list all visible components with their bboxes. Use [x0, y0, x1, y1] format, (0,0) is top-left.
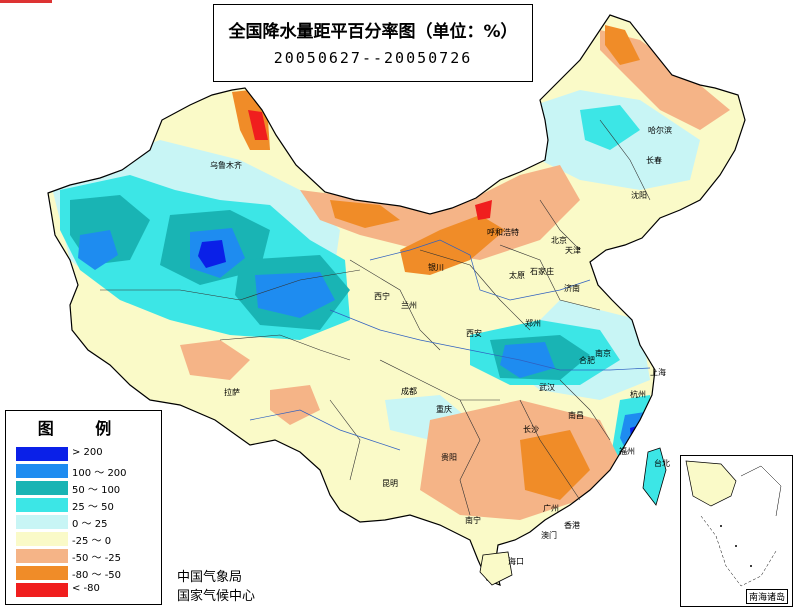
- legend-label: -50 ～ -25: [72, 553, 122, 564]
- city-label: 沈阳: [631, 191, 647, 200]
- legend-swatch: [16, 566, 68, 580]
- hainan-island: [479, 551, 513, 586]
- city-label: 郑州: [525, 319, 541, 328]
- legend-label: 25 ～ 50: [72, 502, 114, 513]
- legend-row: > 200: [16, 447, 156, 464]
- city-label: 贵阳: [441, 453, 457, 462]
- city-label: 澳门: [541, 531, 557, 540]
- legend-row: < -80: [16, 583, 156, 600]
- taiwan-island: [642, 447, 667, 506]
- region-orange-nmg: [330, 200, 400, 228]
- city-label: 太原: [509, 271, 525, 280]
- legend-label: -80 ～ -50: [72, 570, 122, 581]
- rivers: [249, 239, 651, 451]
- city-label: 上海: [650, 368, 666, 377]
- city-label: 长沙: [523, 425, 539, 434]
- legend-label: -25 ～ 0: [72, 536, 112, 547]
- legend-swatch: [16, 464, 68, 478]
- city-label: 哈尔滨: [648, 126, 672, 135]
- city-label: 北京: [551, 236, 567, 245]
- city-label: 杭州: [630, 390, 646, 399]
- region-lightorange-tibet: [180, 340, 250, 380]
- inset-label: 南海诸岛: [745, 589, 788, 604]
- title-box: 全国降水量距平百分率图（单位：%） 20050627--20050726: [213, 4, 533, 82]
- city-label: 呼和浩特: [487, 228, 519, 237]
- city-label: 海口: [508, 557, 524, 566]
- inset-map: [685, 460, 782, 587]
- map-date-range: 20050627--20050726: [273, 49, 473, 67]
- legend-swatch: [16, 515, 68, 529]
- city-label: 福州: [619, 447, 635, 456]
- city-label: 长春: [646, 156, 662, 165]
- legend-swatch: [16, 498, 68, 512]
- region-lightorange-sw: [270, 385, 320, 425]
- region-blue-south: [255, 272, 335, 318]
- city-label: 南昌: [568, 411, 584, 420]
- legend-swatch: [16, 583, 68, 597]
- city-label: 昆明: [382, 479, 398, 488]
- city-label: 武汉: [539, 383, 555, 392]
- region-lightorange-north: [300, 165, 580, 260]
- agency-cma: 中国气象局: [177, 570, 243, 585]
- city-label: 合肥: [579, 356, 595, 365]
- region-blue-east: [500, 342, 555, 378]
- city-label: 台北: [654, 459, 670, 468]
- legend-row: 0 ～ 25: [16, 515, 156, 532]
- city-label: 拉萨: [224, 388, 240, 397]
- city-label: 石家庄: [530, 267, 554, 276]
- legend: 图 例 > 200 100 ～ 200 50 ～ 100 25 ～ 50 0 ～ 25 -…: [5, 410, 162, 605]
- city-label: 兰州: [401, 301, 417, 310]
- legend-swatch: [16, 447, 68, 461]
- city-label: 乌鲁木齐: [210, 161, 242, 170]
- south-china-sea-inset: 南海诸岛: [680, 455, 793, 607]
- city-label: 香港: [564, 521, 580, 530]
- city-label: 重庆: [436, 405, 452, 414]
- legend-label: 0 ～ 25: [72, 519, 108, 530]
- legend-row: 100 ～ 200: [16, 464, 156, 481]
- legend-row: -25 ～ 0: [16, 532, 156, 549]
- legend-row: 50 ～ 100: [16, 481, 156, 498]
- city-label: 广州: [543, 504, 559, 513]
- legend-label: > 200: [72, 447, 103, 458]
- legend-swatch: [16, 549, 68, 563]
- city-label: 西宁: [374, 292, 390, 301]
- city-label: 西安: [466, 329, 482, 338]
- china-outline: [47, 14, 746, 586]
- region-deepblue: [198, 240, 226, 268]
- legend-label: < -80: [72, 583, 100, 594]
- city-label: 成都: [401, 387, 417, 396]
- region-orange-north: [400, 215, 505, 275]
- legend-row: 25 ～ 50: [16, 498, 156, 515]
- legend-row: -50 ～ -25: [16, 549, 156, 566]
- region-orange-ne: [605, 25, 640, 65]
- contour-fills: [50, 25, 730, 520]
- legend-label: 100 ～ 200: [72, 468, 127, 479]
- legend-swatch: [16, 532, 68, 546]
- legend-label: 50 ～ 100: [72, 485, 121, 496]
- region-orange-south: [520, 430, 590, 500]
- legend-title: 图 例: [37, 419, 130, 438]
- legend-swatch: [16, 481, 68, 495]
- map-title: 全国降水量距平百分率图（单位：%）: [228, 22, 518, 42]
- city-label: 银川: [428, 263, 444, 272]
- region-red-nmg: [475, 200, 492, 220]
- city-label: 济南: [564, 284, 580, 293]
- agency-ncc: 国家气候中心: [177, 589, 256, 604]
- region-red-altay: [248, 110, 268, 140]
- corner-mark: [0, 0, 52, 3]
- region-blue-west: [78, 230, 118, 270]
- city-label: 南宁: [465, 516, 481, 525]
- region-cyan-northeast: [580, 105, 640, 150]
- city-label: 天津: [565, 246, 581, 255]
- legend-row: -80 ～ -50: [16, 566, 156, 583]
- province-borders: [100, 119, 651, 516]
- city-label: 南京: [595, 349, 611, 358]
